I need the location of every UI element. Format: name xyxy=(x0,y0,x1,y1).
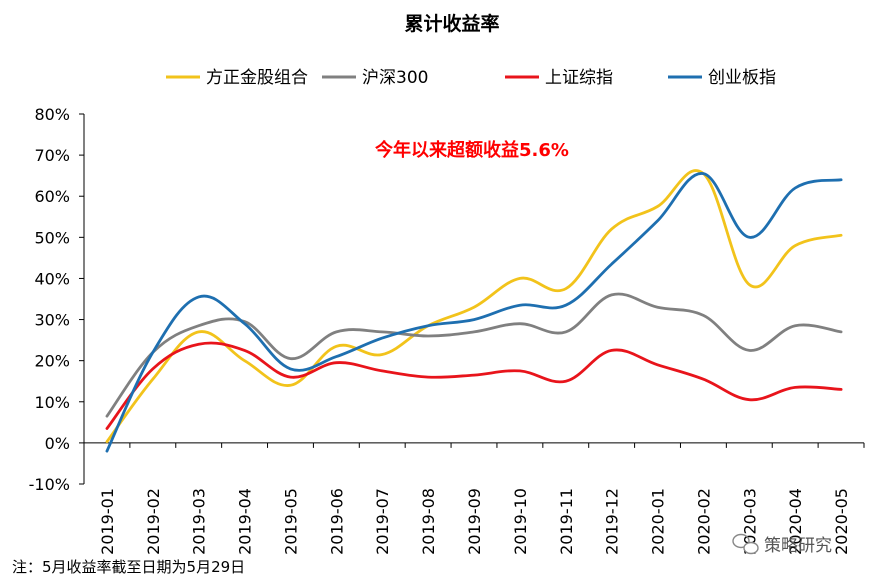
x-tick-label: 2019-07 xyxy=(373,488,392,555)
x-tick-label: 2019-02 xyxy=(144,488,163,555)
y-tick-label: 50% xyxy=(34,228,70,247)
legend-label: 沪深300 xyxy=(362,68,428,88)
x-tick-label: 2019-08 xyxy=(419,488,438,555)
series-line-0 xyxy=(105,169,843,444)
x-tick-label: 2020-01 xyxy=(649,488,668,555)
y-tick-label: -10% xyxy=(29,475,70,494)
series-line-2 xyxy=(105,341,843,430)
x-tick-label: 2019-05 xyxy=(281,488,300,555)
legend: 方正金股组合 沪深300 上证综指 创业板指 xyxy=(166,68,776,88)
x-tick-label: 2019-10 xyxy=(511,488,530,555)
watermark-text: 策略研究 xyxy=(764,536,832,556)
series-line-1 xyxy=(105,292,843,418)
x-tick-label: 2020-03 xyxy=(740,488,759,555)
legend-label: 方正金股组合 xyxy=(206,68,308,88)
y-tick-label: 10% xyxy=(34,393,70,412)
x-tick-label: 2019-12 xyxy=(603,488,622,555)
legend-label: 上证综指 xyxy=(545,68,613,88)
y-tick-label: 30% xyxy=(34,311,70,330)
x-tick-label: 2019-03 xyxy=(190,488,209,555)
y-tick-label: 80% xyxy=(34,105,70,124)
y-tick-label: 0% xyxy=(45,434,70,453)
x-tick-label: 2020-04 xyxy=(786,488,805,555)
y-tick-label: 40% xyxy=(34,269,70,288)
axes: -10% 0% 10% 20% 30% 40% 50% 60% 70% 80% 2019-01 201… xyxy=(29,105,865,555)
x-tick-label: 2019-11 xyxy=(557,488,576,555)
x-tick-label: 2020-05 xyxy=(832,488,851,555)
series-lines xyxy=(105,169,843,453)
excess-return-annotation: 今年以来超额收益5.6% xyxy=(375,139,569,161)
wechat-icon xyxy=(732,533,759,555)
x-tick-label: 2019-09 xyxy=(465,488,484,555)
y-tick-label: 60% xyxy=(34,187,70,206)
x-tick-label: 2019-01 xyxy=(98,488,117,555)
footnote: 注：5月收益率截至日期为5月29日 xyxy=(12,558,245,576)
x-tick-label: 2020-02 xyxy=(694,488,713,555)
legend-label: 创业板指 xyxy=(708,68,776,88)
y-tick-label: 70% xyxy=(34,146,70,165)
y-tick-label: 20% xyxy=(34,352,70,371)
x-tick-label: 2019-06 xyxy=(327,488,346,555)
x-tick-label: 2019-04 xyxy=(236,488,255,555)
watermark: 策略研究 xyxy=(732,533,832,556)
chart-title: 累计收益率 xyxy=(404,12,499,35)
series-line-3 xyxy=(105,172,843,453)
